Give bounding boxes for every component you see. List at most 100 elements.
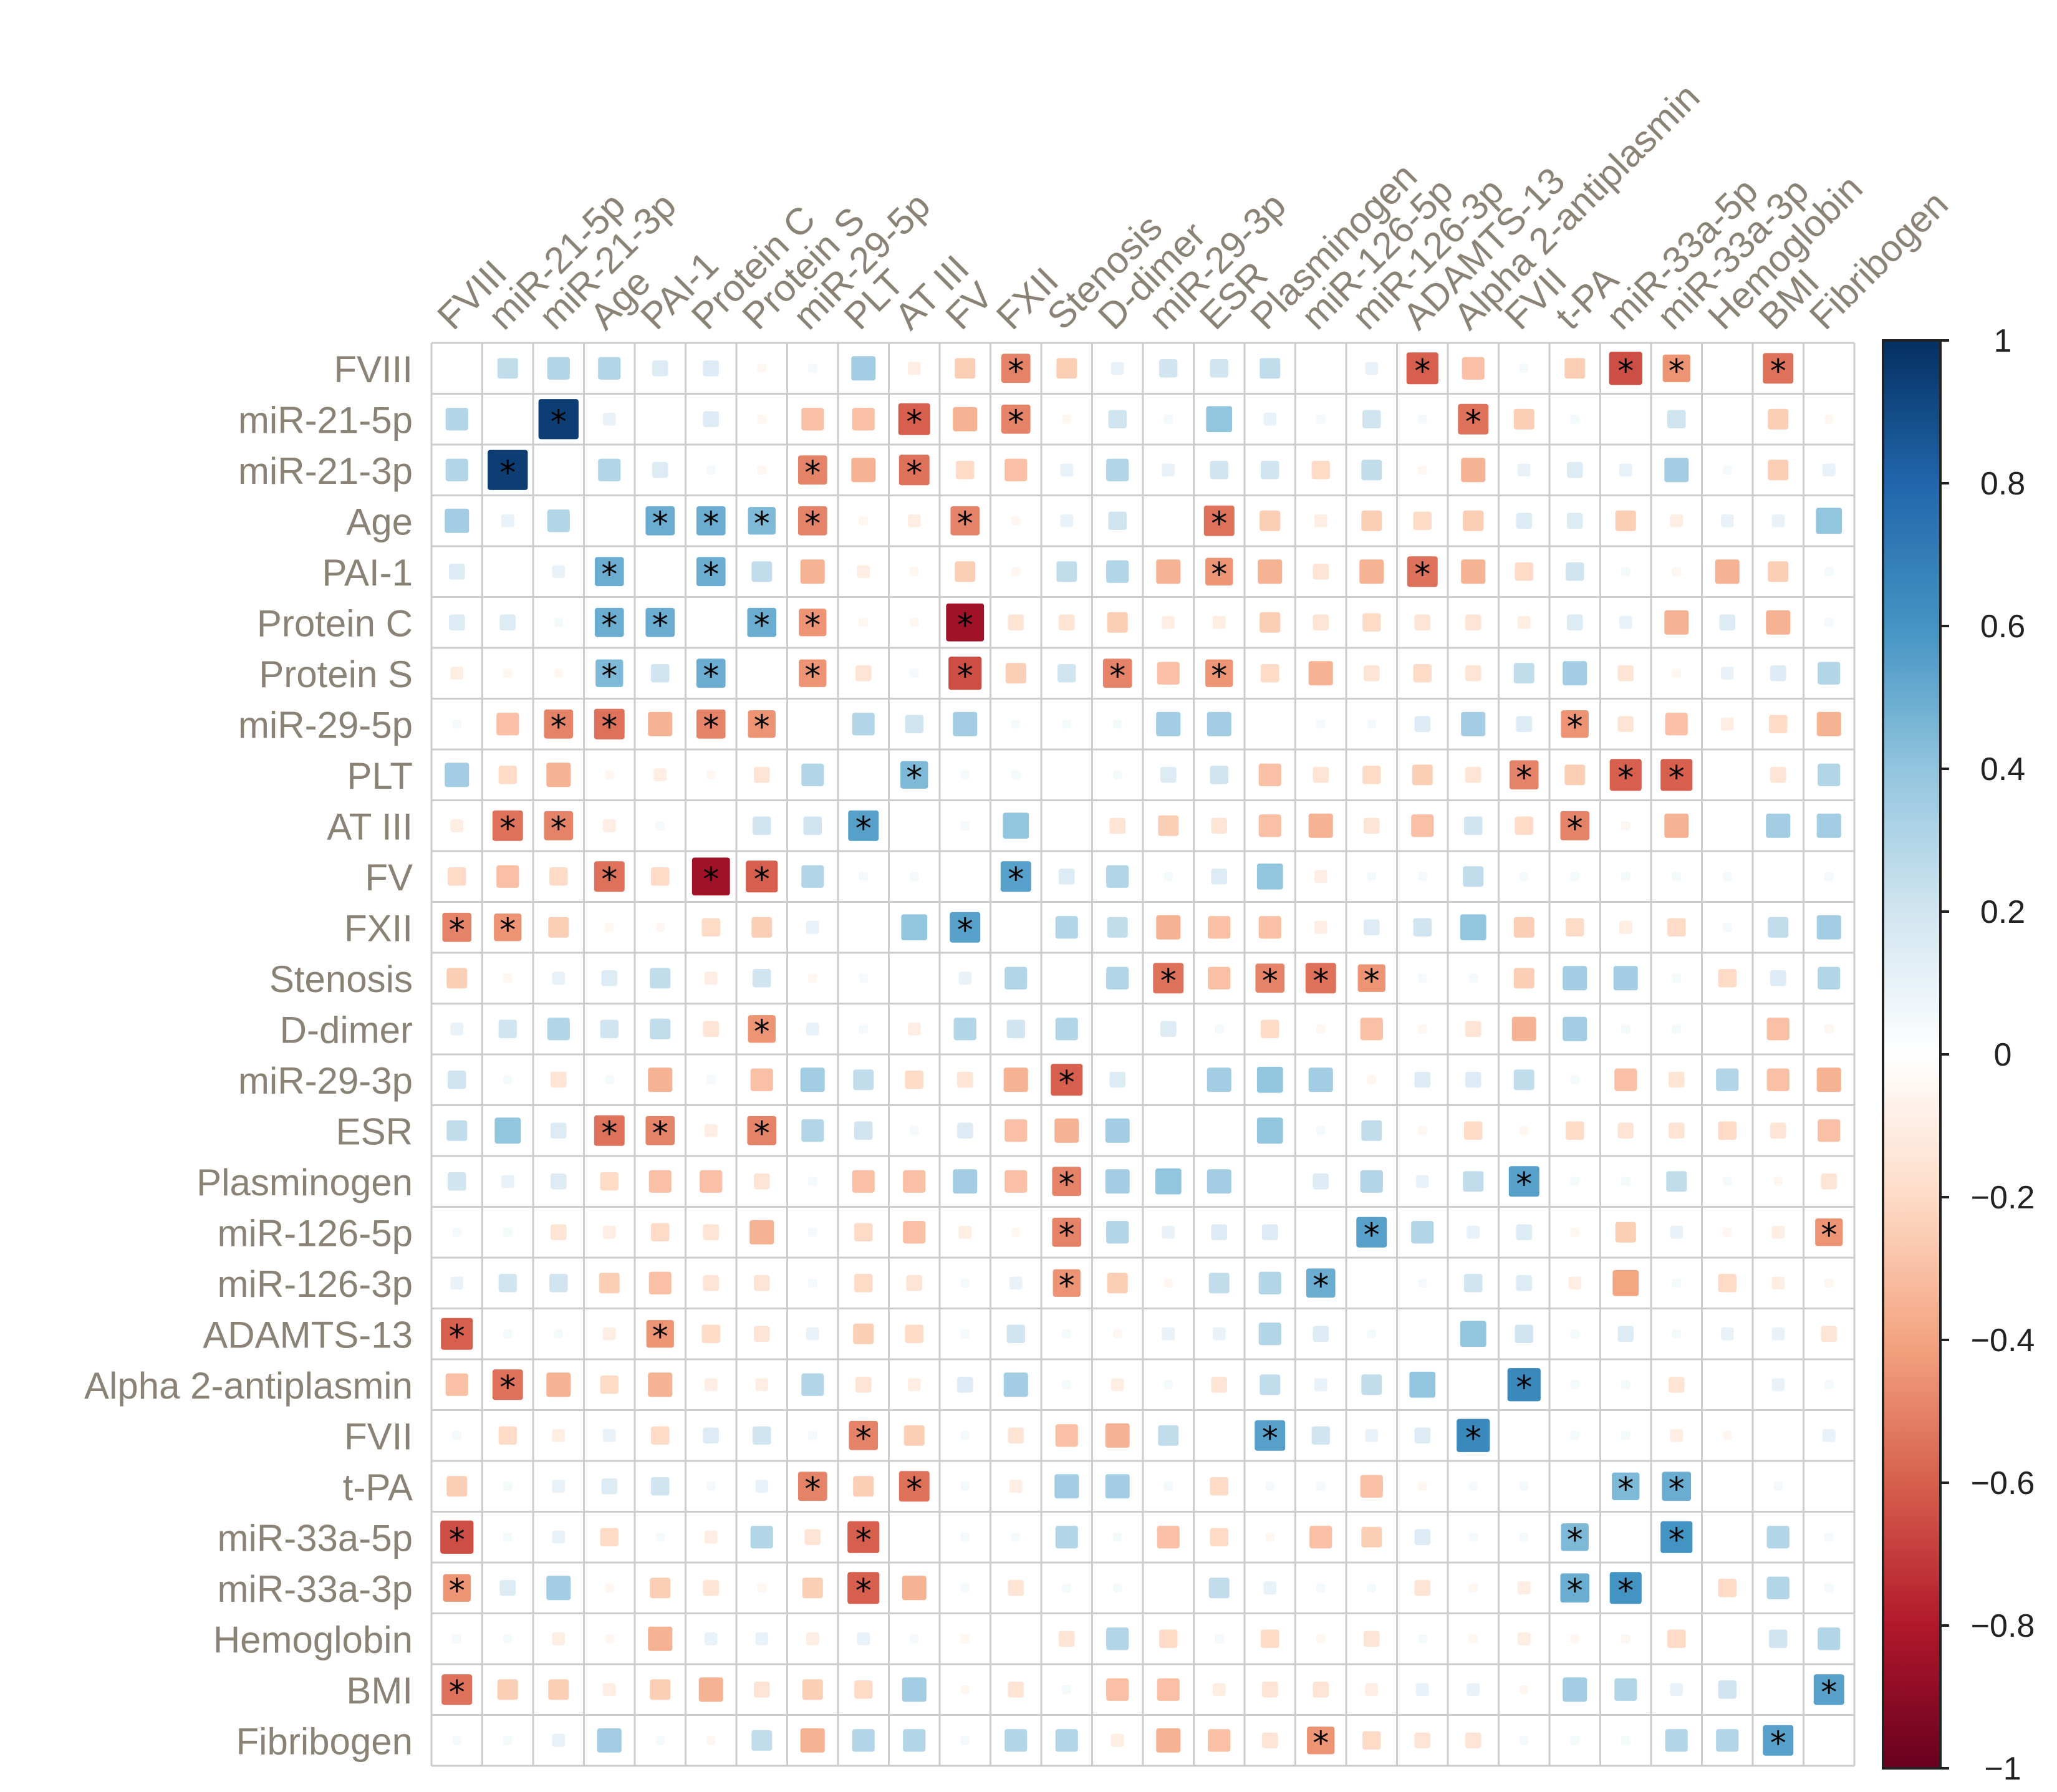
cell-10-19 <box>1417 872 1427 882</box>
cell-22-9 <box>898 1471 930 1502</box>
cell-25-1 <box>503 1634 513 1644</box>
significance-star: * <box>1465 403 1481 441</box>
cell-14-20 <box>1465 1071 1481 1088</box>
cell-11-27 <box>1816 915 1841 940</box>
significance-star: * <box>499 810 516 847</box>
cell-16-12 <box>1052 1167 1082 1197</box>
cell-0-15 <box>1210 359 1229 378</box>
row-label: miR-126-3p <box>218 1263 413 1305</box>
cell-2-15 <box>1210 460 1229 479</box>
cell-17-25 <box>1722 1227 1732 1237</box>
cell-2-1 <box>488 450 528 490</box>
cell-3-2 <box>547 509 570 532</box>
row-label: Age <box>346 501 413 542</box>
cell-5-27 <box>1824 617 1834 627</box>
significance-star: * <box>754 1013 770 1051</box>
cell-15-1 <box>494 1117 521 1144</box>
cell-11-21 <box>1513 917 1534 938</box>
cell-17-20 <box>1467 1225 1480 1239</box>
cell-19-8 <box>853 1323 874 1344</box>
cell-4-19 <box>1407 556 1438 587</box>
cell-19-13 <box>1112 1329 1122 1339</box>
cell-27-5 <box>706 1735 716 1745</box>
cell-19-4 <box>646 1320 674 1348</box>
cell-15-27 <box>1818 1119 1841 1142</box>
cell-25-4 <box>648 1626 673 1651</box>
significance-stars: * * * * * * * * * * * * * * * * * * * * * * * * * * * * * * * * * * * * * * * *… <box>449 353 1838 1763</box>
cell-4-5 <box>696 557 726 587</box>
cell-18-23 <box>1612 1269 1639 1296</box>
row-label: PAI-1 <box>322 552 413 594</box>
cell-7-1 <box>496 713 519 736</box>
significance-star: * <box>754 1115 770 1152</box>
cell-1-15 <box>1206 406 1233 433</box>
significance-star: * <box>754 607 770 644</box>
cell-6-18 <box>1363 665 1380 682</box>
cell-21-11 <box>1008 1427 1024 1444</box>
significance-star: * <box>1109 658 1125 695</box>
cell-9-1 <box>492 810 523 841</box>
cell-11-18 <box>1363 919 1380 936</box>
cell-8-15 <box>1210 765 1229 784</box>
row-label: miR-126-5p <box>218 1212 413 1254</box>
cell-3-27 <box>1816 508 1843 534</box>
significance-star: * <box>804 455 821 492</box>
cell-21-14 <box>1158 1425 1179 1446</box>
cell-10-17 <box>1314 870 1327 884</box>
cell-9-24 <box>1664 813 1689 838</box>
cell-27-4 <box>655 1735 665 1745</box>
cell-4-9 <box>909 567 919 577</box>
cell-19-14 <box>1162 1327 1175 1341</box>
cell-9-16 <box>1258 814 1281 837</box>
cell-23-0 <box>440 1520 474 1554</box>
cell-8-2 <box>546 763 571 788</box>
cell-9-8 <box>848 810 879 841</box>
cell-25-24 <box>1667 1629 1686 1649</box>
cell-14-22 <box>1570 1075 1580 1085</box>
significance-star: * <box>906 1471 922 1508</box>
significance-star: * <box>652 505 668 542</box>
significance-star: * <box>601 607 617 644</box>
significance-star: * <box>957 912 973 949</box>
cell-13-3 <box>600 1019 619 1039</box>
cell-2-8 <box>851 458 876 483</box>
cell-7-17 <box>1316 719 1326 729</box>
cell-5-13 <box>1107 612 1128 633</box>
cell-13-0 <box>450 1022 464 1036</box>
cell-17-8 <box>854 1223 873 1242</box>
cell-22-19 <box>1417 1481 1427 1491</box>
cell-19-20 <box>1460 1321 1486 1347</box>
cell-4-0 <box>448 563 465 580</box>
cell-6-1 <box>503 668 513 678</box>
cell-20-23 <box>1621 1380 1631 1390</box>
cell-21-6 <box>752 1426 771 1445</box>
cell-0-8 <box>851 356 876 381</box>
cell-10-2 <box>549 867 568 886</box>
cell-5-17 <box>1313 614 1329 631</box>
cell-24-7 <box>802 1578 823 1599</box>
cell-17-0 <box>452 1227 462 1237</box>
significance-star: * <box>601 556 617 594</box>
cell-18-10 <box>960 1278 970 1288</box>
cell-25-12 <box>1058 1631 1075 1647</box>
cell-11-16 <box>1258 916 1281 939</box>
cell-1-12 <box>1062 414 1072 424</box>
cell-0-24 <box>1662 354 1690 382</box>
cell-2-11 <box>1004 458 1028 481</box>
significance-star: * <box>1313 1725 1329 1762</box>
cell-20-1 <box>492 1369 523 1400</box>
cell-14-27 <box>1816 1067 1841 1092</box>
cell-10-20 <box>1463 866 1484 887</box>
cell-14-13 <box>1109 1071 1126 1088</box>
cell-6-21 <box>1513 663 1534 684</box>
cell-16-5 <box>700 1170 723 1193</box>
cell-12-6 <box>752 968 771 988</box>
colorbar-tick-label: 0.8 <box>1980 466 2025 502</box>
cell-8-11 <box>1011 770 1021 780</box>
cell-18-11 <box>1009 1276 1023 1290</box>
significance-star: * <box>703 505 719 542</box>
cell-12-11 <box>1004 966 1028 990</box>
cell-0-22 <box>1564 358 1586 379</box>
cell-6-7 <box>799 659 827 687</box>
cell-18-27 <box>1824 1278 1834 1288</box>
